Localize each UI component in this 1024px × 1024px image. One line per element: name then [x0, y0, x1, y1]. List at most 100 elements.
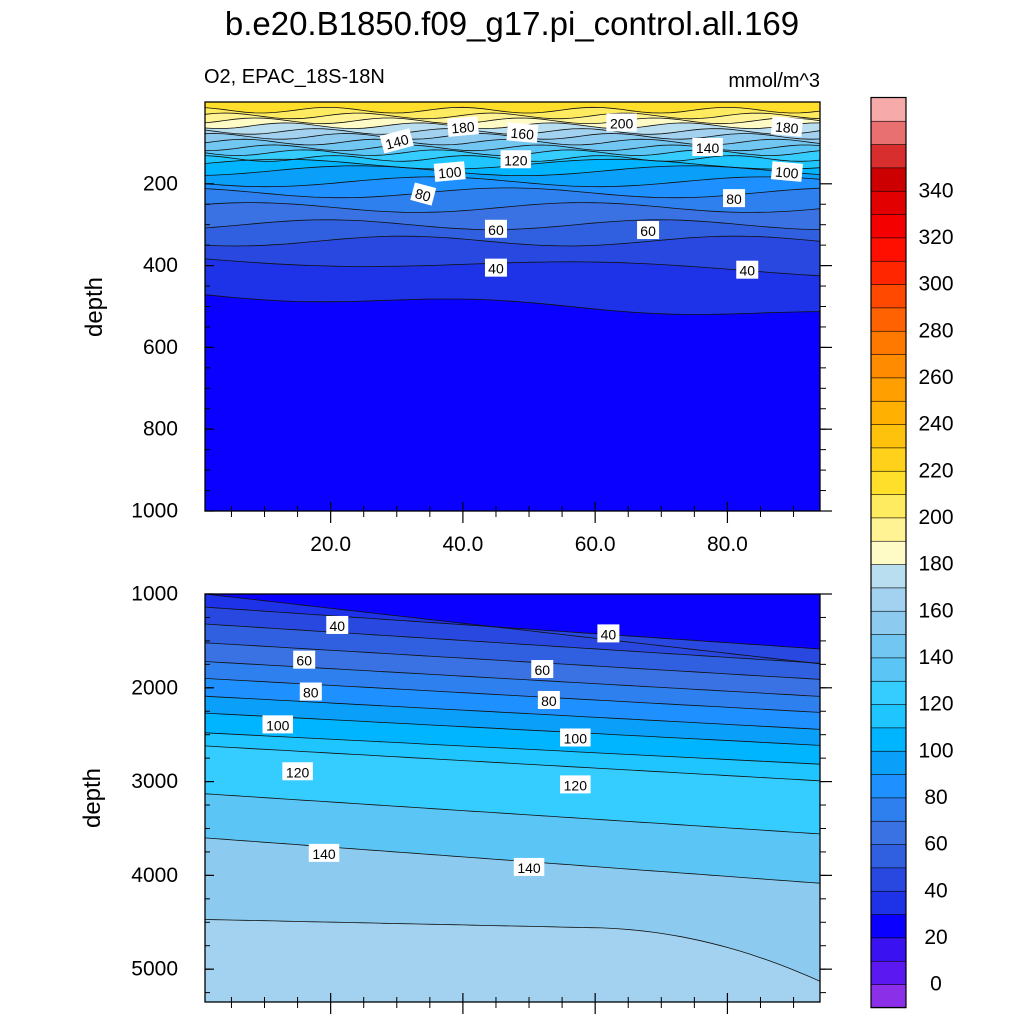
svg-text:140: 140	[696, 140, 720, 156]
colorbar-box	[870, 330, 907, 355]
colorbar-box	[870, 983, 907, 1009]
contour-label: 80	[537, 690, 560, 709]
colorbar-box	[870, 960, 907, 985]
svg-text:100: 100	[564, 731, 588, 747]
colorbar-tick-label: 80	[924, 786, 947, 809]
colorbar-tick-label: 340	[918, 179, 953, 202]
contour-label: 140	[692, 137, 723, 156]
colorbar-box	[870, 610, 907, 635]
colorbar-box	[870, 447, 907, 472]
colorbar-box	[870, 167, 907, 192]
svg-text:180: 180	[775, 119, 800, 137]
contour-line	[205, 106, 820, 114]
svg-text:160: 160	[510, 125, 535, 143]
contour-label: 120	[282, 762, 313, 781]
colorbar-tick-label: 160	[918, 599, 953, 622]
colorbar-box	[870, 843, 907, 869]
colorbar-tick-label: 300	[918, 273, 953, 296]
colorbar-box	[870, 120, 907, 145]
y-tick-label: 1000	[131, 583, 178, 606]
contour-line	[205, 594, 820, 665]
colorbar-box	[870, 353, 907, 379]
contour-label: 100	[560, 728, 591, 747]
colorbar-tick-label: 200	[918, 506, 953, 529]
contour-band	[205, 919, 820, 1002]
colorbar-tick-label: 0	[930, 973, 942, 996]
upper-y-axis-label: depth	[81, 277, 108, 337]
colorbar-box	[870, 773, 907, 799]
svg-text:40: 40	[488, 261, 504, 277]
svg-text:140: 140	[517, 860, 541, 876]
contour-label: 100	[433, 161, 466, 182]
colorbar-box	[870, 633, 907, 659]
colorbar-box	[870, 190, 907, 215]
contour-line	[205, 732, 820, 765]
contour-line	[205, 606, 820, 650]
contour-line	[205, 294, 820, 315]
colorbar-box	[870, 890, 907, 915]
contour-line	[205, 837, 820, 884]
y-tick-label: 4000	[131, 864, 178, 887]
colorbar-box	[870, 260, 907, 285]
colorbar-box	[870, 517, 907, 542]
colorbar-box	[870, 703, 907, 729]
contour-label: 100	[262, 715, 293, 734]
colorbar-tick-label: 320	[918, 226, 953, 249]
contour-label: 40	[326, 615, 349, 634]
colorbar-box	[870, 913, 907, 939]
lower-depth-panel: 1000 2000 3000 4000 5000 40 40 60 60 80 80 100 100 12…	[131, 583, 832, 1014]
colorbar-box	[870, 97, 907, 122]
contour-line	[205, 793, 820, 835]
contour-label: 180	[446, 116, 479, 137]
colorbar-box	[870, 283, 907, 309]
svg-text:120: 120	[504, 152, 528, 168]
colorbar: 0 20 40 60 80 100 120 140 160 180 200 220 240 260 280 3…	[870, 96, 954, 1009]
y-tick-label: 1000	[131, 500, 178, 523]
colorbar-box	[870, 400, 907, 425]
y-tick-label: 400	[143, 254, 178, 277]
svg-text:100: 100	[775, 164, 800, 182]
colorbar-tick-label: 240	[918, 413, 953, 436]
colorbar-box	[870, 213, 907, 239]
contour-label: 100	[770, 161, 803, 182]
svg-text:60: 60	[534, 662, 550, 678]
contour-label: 40	[597, 624, 620, 643]
contour-label: 140	[308, 843, 340, 862]
colorbar-box	[870, 657, 907, 682]
colorbar-frame	[870, 96, 907, 1009]
colorbar-box	[870, 493, 907, 519]
contour-line	[205, 219, 820, 231]
svg-text:60: 60	[488, 222, 504, 238]
contour-line	[205, 165, 820, 177]
x-tick-label: 40.0	[442, 533, 483, 556]
contour-line	[205, 712, 820, 746]
svg-text:100: 100	[266, 717, 290, 733]
contour-line	[205, 623, 820, 664]
y-tick-label: 600	[143, 336, 178, 359]
colorbar-box	[870, 867, 907, 892]
contour-label: 140	[379, 128, 414, 154]
contour-label: 60	[484, 219, 507, 238]
contour-label: 60	[531, 660, 554, 679]
colorbar-tick-label: 220	[918, 459, 953, 482]
contour-label: 60	[293, 650, 316, 669]
contour-label: 160	[506, 122, 539, 143]
svg-text:40: 40	[329, 618, 345, 634]
colorbar-box	[870, 680, 907, 705]
colorbar-box	[870, 423, 907, 449]
contour-line	[205, 235, 820, 247]
plot-frame	[204, 593, 821, 1003]
colorbar-tick-label: 100	[918, 739, 953, 762]
y-tick-label: 3000	[131, 770, 178, 793]
contour-label: 60	[637, 221, 660, 240]
svg-text:80: 80	[303, 685, 319, 701]
y-tick-label: 800	[143, 418, 178, 441]
colorbar-tick-label: 180	[918, 553, 953, 576]
y-tick-label: 5000	[131, 958, 178, 981]
contour-line	[205, 258, 820, 277]
contour-band	[205, 102, 820, 113]
colorbar-tick-label: 140	[918, 646, 953, 669]
colorbar-box	[870, 307, 907, 332]
contour-label: 200	[606, 113, 637, 132]
